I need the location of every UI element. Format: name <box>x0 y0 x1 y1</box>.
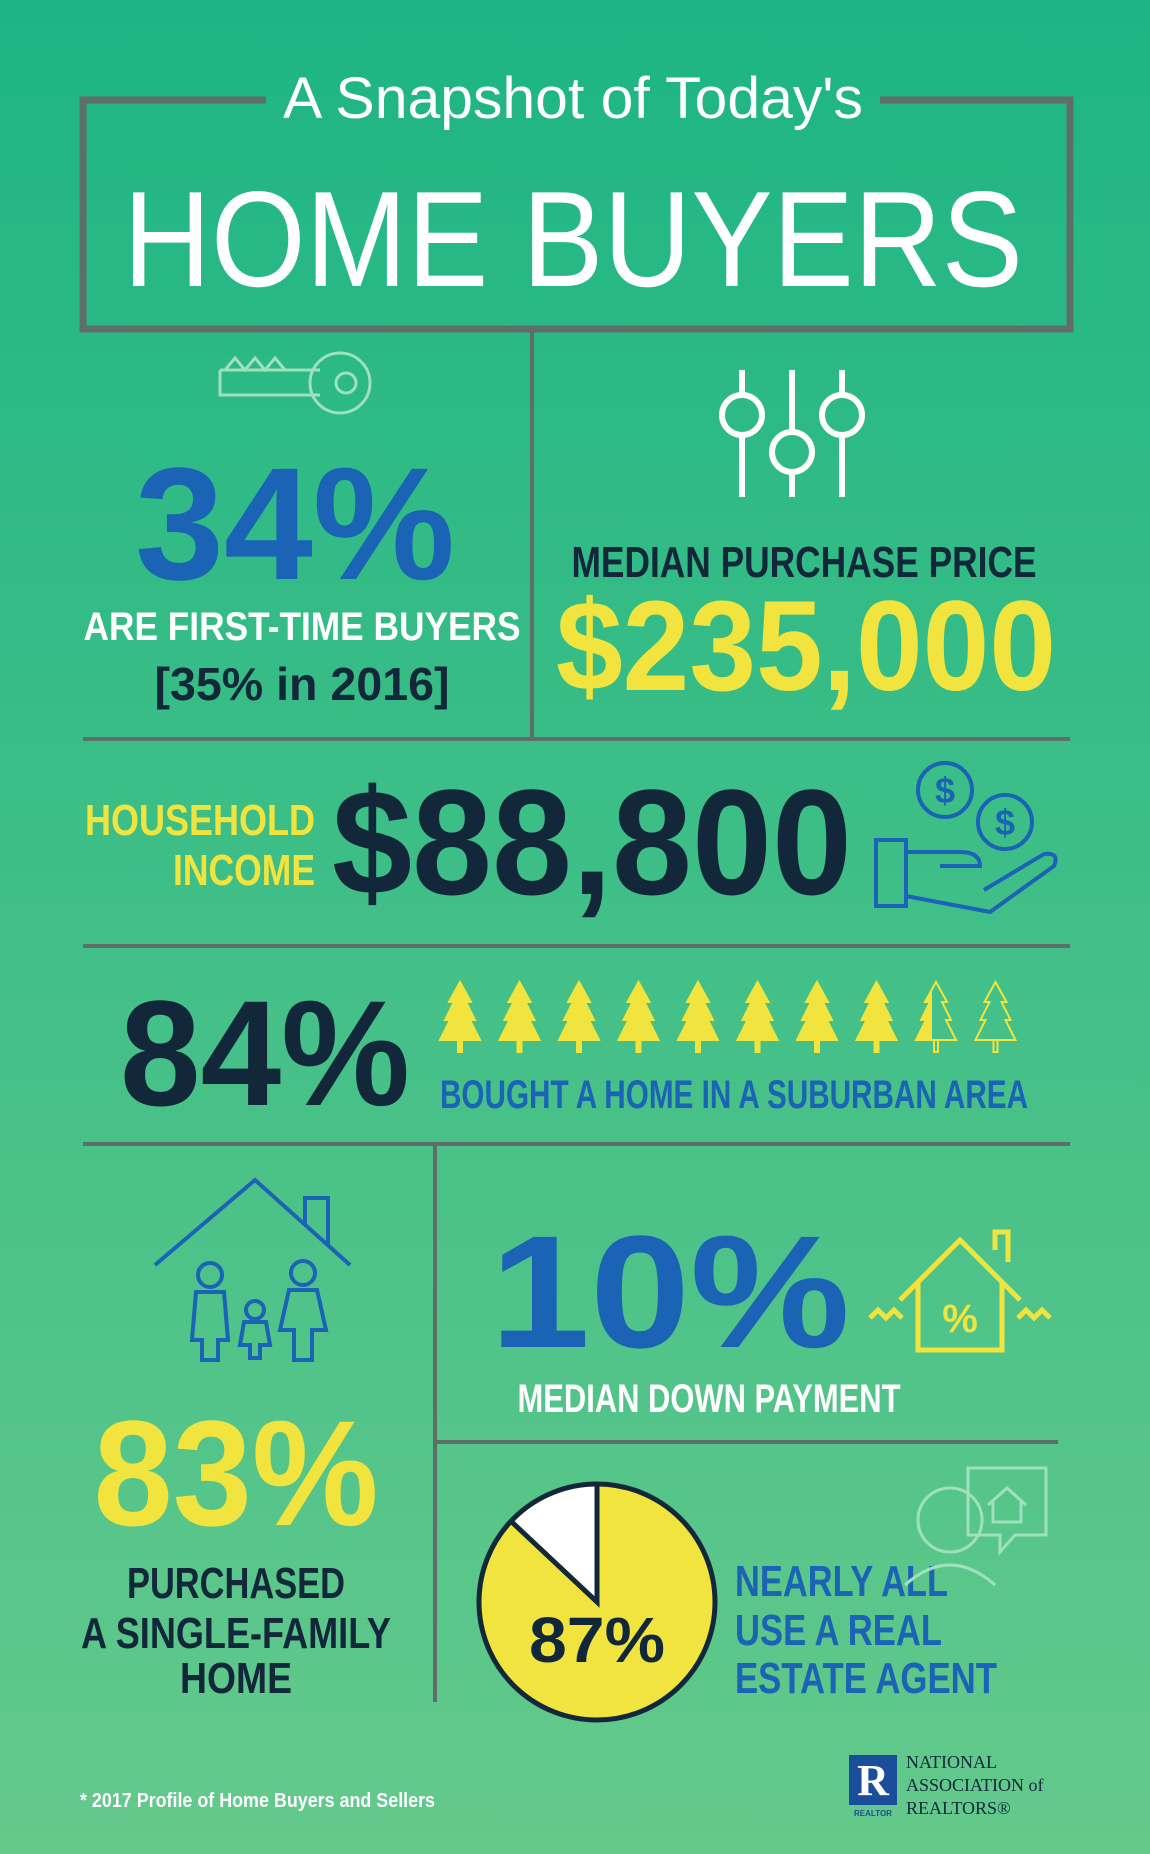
down-payment-stat: 10% <box>490 1202 850 1381</box>
tree <box>499 982 540 1052</box>
suburban-caption: BOUGHT A HOME IN A SUBURBAN AREA <box>440 1073 1028 1117</box>
income-caption: HOUSEHOLD <box>85 796 315 845</box>
tree <box>797 982 837 1052</box>
tree-outline <box>616 979 661 1053</box>
coin-sign: $ <box>935 770 955 811</box>
tree <box>856 982 897 1052</box>
single-family-caption: A SINGLE-FAMILY <box>81 1609 391 1658</box>
logo-mark: R <box>857 1756 890 1805</box>
suburban-stat: 84% <box>120 969 410 1137</box>
house-percent-sign: % <box>942 1297 978 1341</box>
logo-text: REALTORS® <box>906 1798 1011 1818</box>
agent-stat: 87% <box>529 1604 665 1676</box>
tree <box>678 982 718 1052</box>
house-percent-icon <box>868 1229 1052 1353</box>
pie-outline <box>476 1481 718 1723</box>
income-stat: $88,800 <box>332 758 852 926</box>
tree <box>440 982 480 1052</box>
tree-fill <box>440 982 932 1052</box>
tree <box>737 982 778 1052</box>
single-family-caption: HOME <box>180 1654 292 1703</box>
tree-outline <box>854 979 899 1053</box>
tree-outline <box>438 979 482 1053</box>
tree-outline <box>973 979 1018 1053</box>
tree-outline <box>557 979 601 1053</box>
title: HOME BUYERS <box>123 163 1023 315</box>
tree-outline <box>497 979 542 1053</box>
family-icon <box>153 1177 352 1362</box>
agent-caption: ESTATE AGENT <box>735 1654 997 1703</box>
first-time-comparison: [35% in 2016] <box>155 658 450 710</box>
pie <box>476 1481 718 1723</box>
logo-badge: REALTOR <box>854 1809 892 1818</box>
pie-edges <box>509 1484 600 1608</box>
tree-outline <box>676 979 720 1053</box>
hand-icon <box>874 761 1058 915</box>
sliders-icon <box>719 370 865 497</box>
first-time-caption: ARE FIRST-TIME BUYERS <box>84 605 521 649</box>
tree-outline <box>914 979 958 1053</box>
logo-text: NATIONAL <box>906 1752 997 1772</box>
tree-outline <box>795 979 839 1053</box>
tree-outline <box>735 979 780 1053</box>
single-family-stat: 83% <box>94 1389 379 1557</box>
logo-box <box>849 1755 897 1805</box>
source: * 2017 Profile of Home Buyers and Seller… <box>80 1790 435 1812</box>
title-frame <box>79 96 1074 333</box>
agent-icon <box>904 1466 1048 1587</box>
agent-caption: NEARLY ALL <box>735 1557 948 1606</box>
logo-text: ASSOCIATION of <box>906 1775 1044 1795</box>
income-caption: INCOME <box>173 846 315 895</box>
tree <box>618 982 659 1052</box>
price-caption: MEDIAN PURCHASE PRICE <box>572 538 1037 587</box>
down-payment-caption: MEDIAN DOWN PAYMENT <box>518 1377 901 1421</box>
price-stat: $235,000 <box>556 575 1056 718</box>
agent-caption: USE A REAL <box>735 1606 942 1655</box>
tree-row <box>438 979 1018 1053</box>
single-family-caption: PURCHASED <box>127 1559 345 1608</box>
kicker: A Snapshot of Today's <box>283 66 863 131</box>
first-time-stat: 34% <box>135 434 455 613</box>
tree <box>559 982 599 1052</box>
key-icon <box>218 351 372 415</box>
coin-sign: $ <box>995 802 1015 843</box>
